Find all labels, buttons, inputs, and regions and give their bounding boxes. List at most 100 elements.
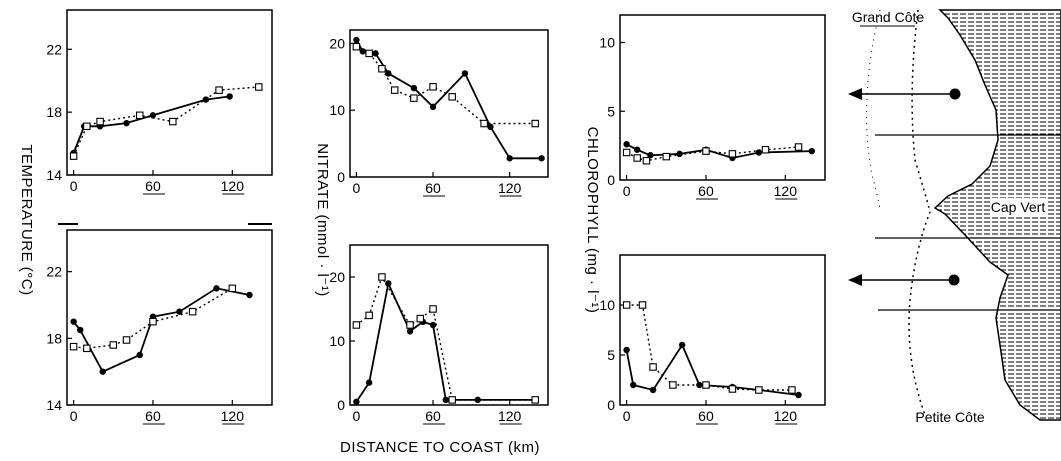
data-point-open [69, 342, 78, 351]
data-point-open [390, 86, 399, 94]
data-point-open [255, 83, 263, 91]
data-point-open [448, 396, 456, 404]
x-tick-label: 120 [498, 180, 522, 196]
data-point-filled [353, 398, 360, 405]
data-point-filled [213, 285, 220, 292]
y-tick-label: 5 [607, 347, 615, 363]
plot-frame [619, 14, 826, 181]
data-point-open [531, 119, 539, 128]
x-tick-label: 120 [774, 183, 798, 199]
y-tick-label: 10 [329, 333, 345, 349]
y-tick-label: 10 [599, 35, 615, 51]
data-point-open [135, 111, 144, 120]
data-point-filled [353, 36, 360, 44]
y-tick-label: 0 [337, 169, 345, 185]
shelf-edge-dotted [908, 9, 931, 416]
data-point-filled [649, 386, 657, 394]
data-point-open [122, 336, 131, 344]
data-point-open [83, 122, 91, 131]
data-point-open [642, 157, 651, 165]
map-label-petite-cote: Petite Côte [915, 409, 984, 425]
data-point-filled [359, 48, 366, 55]
data-point-filled [176, 308, 183, 315]
x-tick-label: 60 [698, 408, 714, 424]
data-point-open [352, 42, 361, 51]
data-point-open [352, 321, 361, 329]
y-tick-label: 22 [46, 41, 62, 57]
series-line-solid [72, 287, 250, 373]
x-tick-label: 60 [698, 183, 714, 199]
data-point-open [83, 344, 91, 353]
map-label-grand-cote: Grand Côte [852, 9, 925, 25]
x-tick-label: 120 [221, 178, 245, 194]
coast-map: Grand Côte Cap Vert Petite Côte [848, 9, 1061, 425]
data-point-filled [365, 379, 373, 386]
x-tick-label: 60 [145, 408, 161, 424]
data-point-filled [442, 396, 450, 404]
data-point-open [761, 146, 770, 154]
data-point-open [649, 363, 657, 371]
data-point-filled [149, 112, 157, 119]
data-point-filled [630, 381, 637, 389]
data-point-filled [676, 150, 683, 158]
data-point-open [410, 94, 418, 102]
series-line-dotted [355, 275, 536, 401]
data-point-open [69, 152, 78, 160]
plot-frame [349, 29, 549, 178]
panel-temp_top: 0 60 120 14 18 22 TEMPERATURE (°C) [18, 9, 273, 296]
data-point-filled [410, 84, 418, 92]
y-tick-label: 22 [46, 264, 62, 280]
series-line-solid [626, 143, 812, 159]
data-point-open [365, 311, 373, 320]
data-point-open [638, 301, 647, 309]
data-point-filled [429, 321, 437, 329]
x-tick-label: 120 [221, 408, 245, 424]
data-point-open [480, 119, 488, 128]
y-tick-label: 20 [329, 35, 345, 51]
y-tick-label: 10 [599, 297, 615, 313]
panel-temp_bottom: 0 60 120 14 18 22 [46, 229, 273, 425]
series-line-dotted [626, 304, 792, 391]
data-point-filled [385, 70, 392, 77]
data-point-filled [136, 351, 143, 359]
station-marker [948, 274, 960, 286]
data-point-open [228, 284, 237, 293]
data-point-open [96, 117, 104, 126]
data-point-open [788, 386, 796, 394]
arrow-head-icon [848, 274, 862, 286]
x-tick-label: 0 [70, 178, 78, 194]
data-point-open [448, 93, 456, 101]
data-point-open [702, 381, 710, 389]
series-line-solid [355, 280, 536, 403]
plot-frame [349, 244, 549, 406]
x-tick-label: 0 [352, 408, 360, 424]
series-line-solid [625, 343, 799, 396]
x-tick-label: 0 [623, 408, 631, 424]
data-point-filled [808, 147, 815, 155]
data-point-filled [795, 391, 802, 399]
arrow-head-icon [848, 88, 862, 100]
x-tick-label: 60 [145, 178, 161, 194]
x-tick-label: 60 [425, 180, 441, 196]
y-tick-label: 14 [46, 397, 62, 413]
data-point-filled [538, 155, 545, 162]
y-axis-label: NITRATE (mmol · l⁻¹) [314, 143, 331, 296]
data-point-open [406, 321, 414, 329]
data-point-filled [633, 146, 641, 153]
data-point-filled [77, 326, 84, 334]
plot-frame [619, 254, 826, 406]
data-point-filled [487, 123, 494, 131]
data-point-filled [99, 368, 106, 375]
data-point-filled [623, 141, 630, 148]
data-point-open [702, 147, 710, 155]
data-point-filled [246, 291, 253, 299]
data-point-open [149, 317, 157, 326]
data-point-open [429, 83, 437, 91]
data-point-filled [678, 341, 686, 349]
data-point-filled [123, 119, 130, 127]
y-tick-label: 0 [607, 397, 615, 413]
data-point-open [622, 148, 631, 157]
